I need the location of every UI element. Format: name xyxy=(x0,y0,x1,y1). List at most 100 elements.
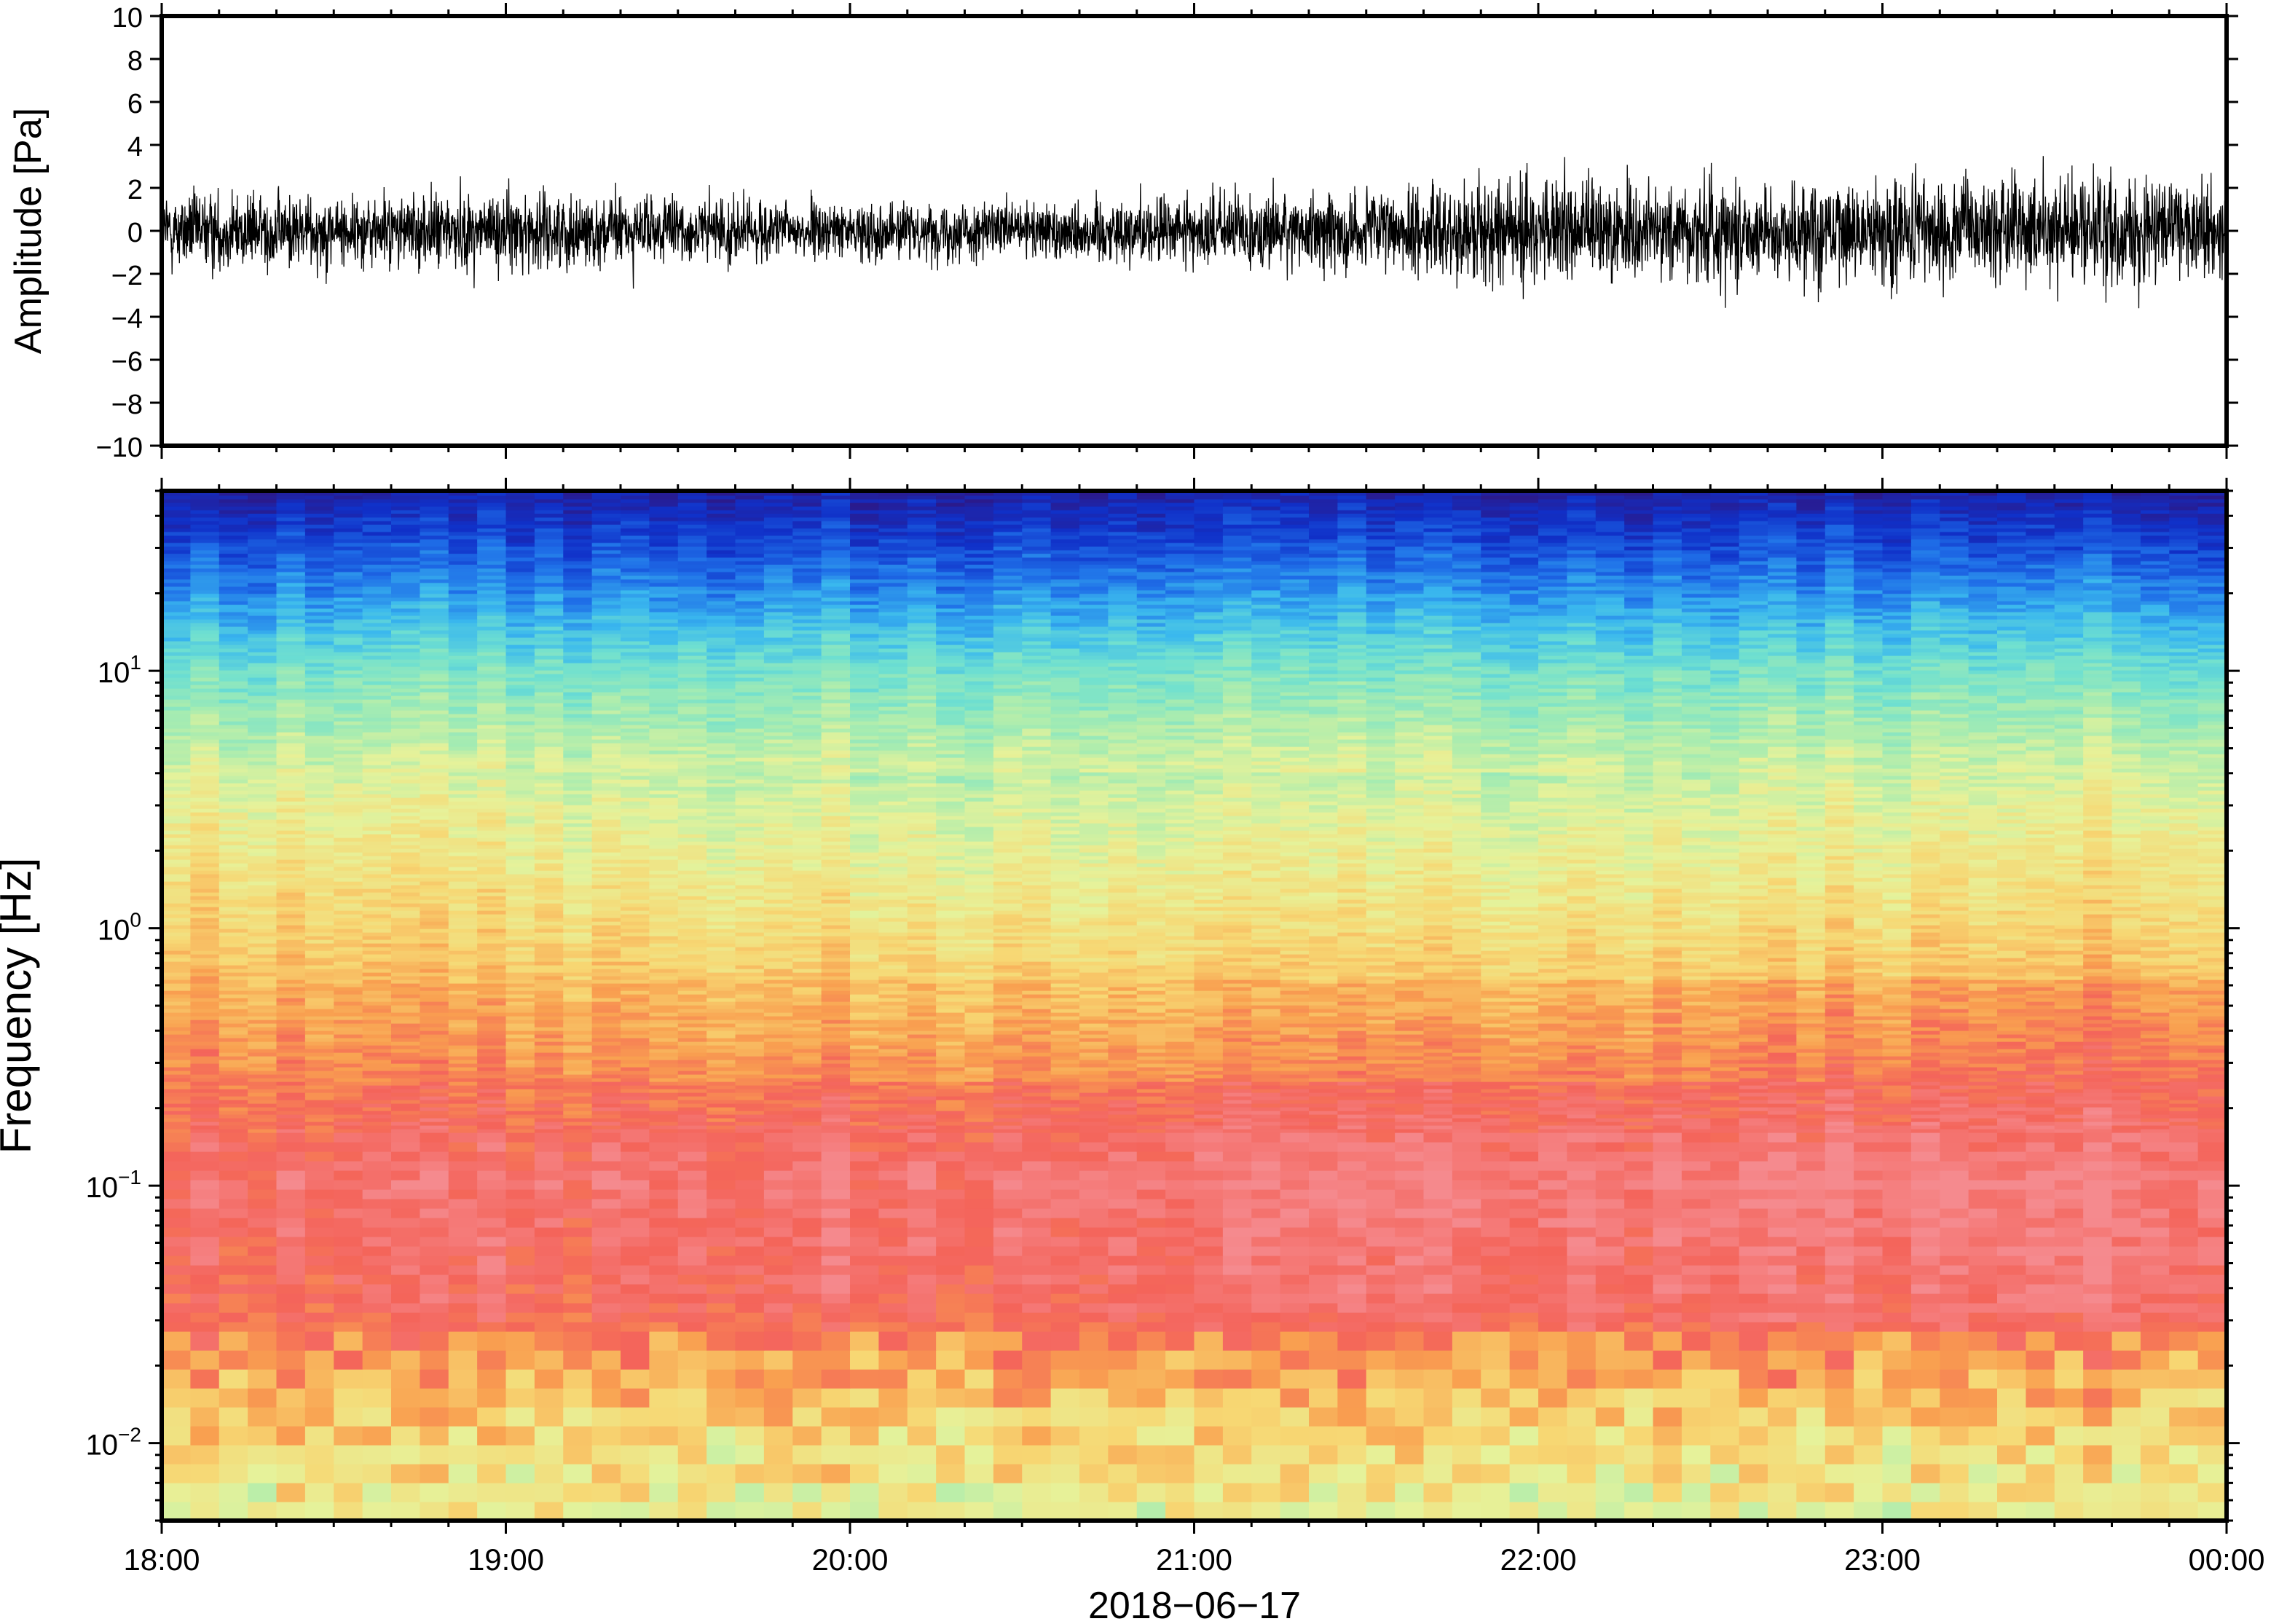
spectrogram-cell xyxy=(1997,1034,2027,1038)
spectrogram-cell xyxy=(1423,1208,1453,1218)
spectrogram-cell xyxy=(621,1092,650,1097)
spectrogram-cell xyxy=(1538,1020,1568,1024)
spectrogram-cell xyxy=(362,998,392,1002)
spectrogram-cell xyxy=(936,1265,966,1275)
spectrogram-cell xyxy=(2140,1132,2170,1143)
spectrogram-cell xyxy=(248,1081,278,1086)
spectrogram-cell xyxy=(1710,1464,1740,1483)
spectrogram-cell xyxy=(1796,1199,1826,1209)
spectrogram-cell xyxy=(2197,1125,2227,1130)
spectrogram-cell xyxy=(420,1074,449,1079)
spectrogram-cell xyxy=(1022,1426,1052,1446)
spectrogram-cell xyxy=(563,1293,593,1304)
spectrogram-cell xyxy=(1509,1132,1539,1143)
spectrogram-cell xyxy=(505,1303,535,1313)
spectrogram-cell xyxy=(2140,1118,2170,1122)
spectrogram-cell xyxy=(1997,1005,2027,1009)
spectrogram-cell xyxy=(649,1350,679,1370)
spectrogram-cell xyxy=(1280,1199,1310,1209)
spectrogram-cell xyxy=(477,1030,507,1035)
spectrogram-cell xyxy=(1251,1056,1281,1060)
spectrogram-cell xyxy=(1854,1023,1884,1028)
spectrogram-cell xyxy=(1050,1426,1080,1446)
spectrogram-cell xyxy=(1940,1012,1969,1017)
spectrogram-cell xyxy=(1079,1001,1109,1006)
spectrogram-cell xyxy=(391,1020,421,1024)
spectrogram-cell xyxy=(1395,1151,1425,1162)
spectrogram-cell xyxy=(1997,1052,2027,1057)
spectrogram-cell xyxy=(735,1041,765,1046)
spectrogram-cell xyxy=(219,1052,248,1057)
spectrogram-cell xyxy=(1251,1060,1281,1064)
spectrogram-cell xyxy=(1481,1012,1511,1017)
spectrogram-cell xyxy=(1910,1129,1941,1133)
spectrogram-cell xyxy=(420,1118,449,1122)
spectrogram-cell xyxy=(334,1464,363,1483)
spectrogram-cell xyxy=(2083,1312,2113,1323)
spectrogram-cell xyxy=(878,1170,908,1180)
spectrogram-cell xyxy=(1595,1445,1625,1465)
spectrogram-cell xyxy=(1968,1034,1998,1038)
spectrogram-cell xyxy=(1165,1020,1195,1024)
spectrogram-cell xyxy=(821,1103,851,1108)
spectrogram-cell xyxy=(1739,1085,1768,1089)
spectrogram-cell xyxy=(2140,1303,2170,1313)
spectrogram-cell xyxy=(735,1199,765,1209)
spectrogram-cell xyxy=(677,1180,707,1190)
spectrogram-cell xyxy=(1624,1052,1654,1057)
spectrogram-cell xyxy=(621,1085,650,1089)
spectrogram-cell xyxy=(563,1246,593,1256)
spectrogram-cell xyxy=(1280,1012,1310,1017)
spectrogram-cell xyxy=(1050,1089,1080,1093)
spectrogram-cell xyxy=(1108,1151,1138,1162)
spectrogram-cell xyxy=(2140,1027,2170,1031)
spectrogram-cell xyxy=(1854,1081,1884,1086)
spectrogram-cell xyxy=(1710,1118,1740,1122)
spectrogram-cell xyxy=(2026,1096,2055,1100)
spectrogram-cell xyxy=(304,1426,335,1446)
spectrogram-cell xyxy=(850,1125,880,1130)
spectrogram-cell xyxy=(1968,1001,1998,1006)
spectrogram-cell xyxy=(907,1170,937,1180)
spectrogram-cell xyxy=(821,1071,851,1075)
spectrogram-cell xyxy=(1136,1246,1166,1256)
spectrogram-cell xyxy=(1251,1016,1281,1020)
spectrogram-cell xyxy=(936,1045,966,1049)
spectrogram-cell xyxy=(2111,1009,2141,1013)
spectrogram-cell xyxy=(2083,1092,2113,1097)
spectrogram-cell xyxy=(964,1005,994,1009)
spectrogram-cell xyxy=(993,1114,1023,1119)
spectrogram-cell xyxy=(1280,1078,1310,1082)
spectrogram-cell xyxy=(1509,1100,1539,1104)
spectrogram-cell xyxy=(1997,1056,2027,1060)
spectrogram-cell xyxy=(1739,1369,1768,1389)
spectrogram-cell xyxy=(1222,1369,1253,1389)
spectrogram-cell xyxy=(1997,1081,2027,1086)
spectrogram-cell xyxy=(850,1265,880,1275)
spectrogram-cell xyxy=(248,1208,278,1218)
spectrogram-cell xyxy=(1423,1464,1453,1483)
spectrogram-cell xyxy=(1710,1199,1740,1209)
spectrogram-cell xyxy=(1481,1142,1511,1152)
spectrogram-cell xyxy=(2083,1030,2113,1035)
spectrogram-cell xyxy=(1366,1125,1396,1130)
spectrogram-cell xyxy=(1681,1142,1712,1152)
spectrogram-cell xyxy=(334,1016,363,1020)
spectrogram-cell xyxy=(1337,1001,1367,1006)
spectrogram-cell xyxy=(1882,1027,1912,1031)
spectrogram-cell xyxy=(1768,1125,1798,1130)
spectrogram-cell xyxy=(1624,1089,1654,1093)
spectrogram-cell xyxy=(1022,1074,1052,1079)
spectrogram-cell xyxy=(2054,1129,2084,1133)
spectrogram-cell xyxy=(1481,1502,1511,1521)
spectrogram-cell xyxy=(1452,1129,1482,1133)
spectrogram-cell xyxy=(1567,1078,1597,1082)
spectrogram-cell xyxy=(1222,1089,1253,1093)
spectrogram-cell xyxy=(1567,1170,1597,1180)
spectrogram-cell xyxy=(1280,1092,1310,1097)
spectrogram-cell xyxy=(219,1089,248,1093)
spectrogram-cell xyxy=(248,1023,278,1028)
spectrogram-cell xyxy=(1854,1034,1884,1038)
spectrogram-cell xyxy=(2083,1111,2113,1115)
spectrogram-cell xyxy=(1309,1056,1339,1060)
